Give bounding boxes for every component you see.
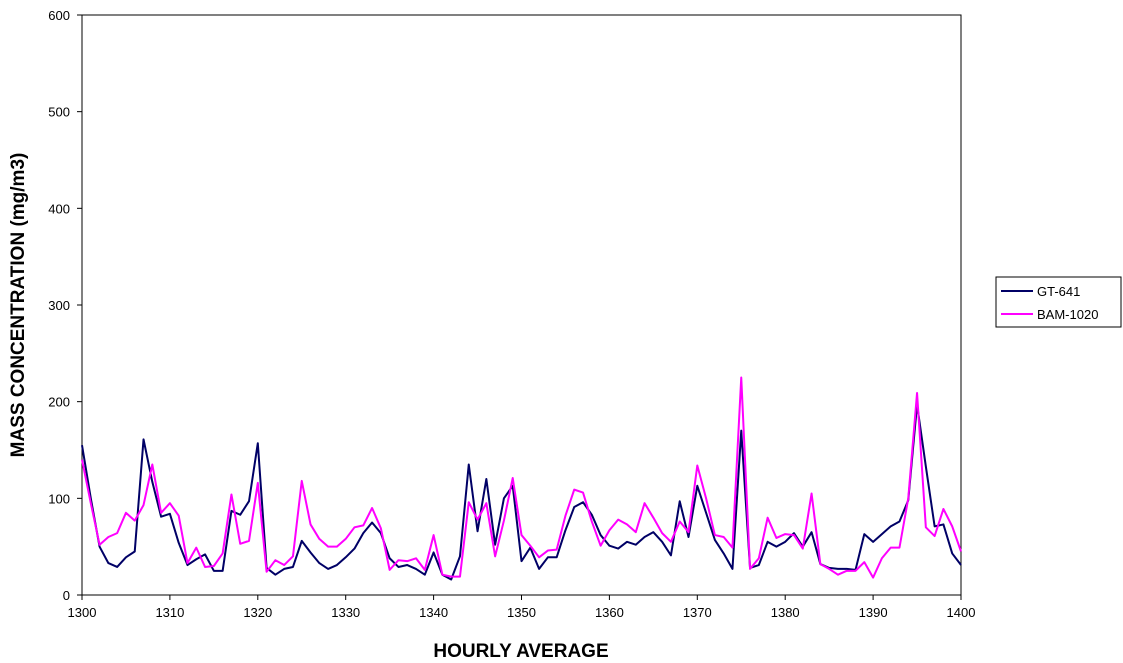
x-tick-label: 1380 — [771, 605, 800, 620]
legend: GT-641 BAM-1020 — [995, 276, 1122, 328]
y-axis-title: MASS CONCENTRATION (mg/m3) — [8, 153, 29, 458]
y-tick-label: 400 — [48, 201, 70, 216]
x-tick-label: 1340 — [419, 605, 448, 620]
y-tick-label: 100 — [48, 491, 70, 506]
legend-box — [995, 276, 1122, 328]
x-tick-label: 1350 — [507, 605, 536, 620]
x-tick-label: 1330 — [331, 605, 360, 620]
x-axis-title: HOURLY AVERAGE — [433, 641, 608, 662]
y-tick-label: 500 — [48, 105, 70, 120]
x-axis-ticks: 1300 1310 1320 1330 1340 1350 1360 1370 1380 1390… — [68, 595, 976, 620]
y-tick-label: 0 — [63, 588, 70, 603]
series-line-bam-1020 — [81, 376, 962, 579]
y-tick-label: 300 — [48, 298, 70, 313]
x-tick-label: 1310 — [155, 605, 184, 620]
x-tick-label: 1400 — [947, 605, 976, 620]
y-axis-ticks: 0 100 200 300 400 500 600 — [48, 8, 82, 603]
legend-label-bam-1020: BAM-1020 — [1037, 307, 1098, 322]
x-tick-label: 1360 — [595, 605, 624, 620]
series-line-gt-641 — [81, 403, 962, 581]
x-tick-label: 1320 — [243, 605, 272, 620]
plot-frame — [81, 14, 962, 596]
x-tick-label: 1370 — [683, 605, 712, 620]
y-tick-label: 600 — [48, 8, 70, 23]
legend-label-gt-641: GT-641 — [1037, 284, 1080, 299]
x-tick-label: 1390 — [859, 605, 888, 620]
series-layer — [81, 376, 962, 581]
plot-area — [81, 14, 962, 596]
y-tick-label: 200 — [48, 395, 70, 410]
x-tick-label: 1300 — [68, 605, 97, 620]
